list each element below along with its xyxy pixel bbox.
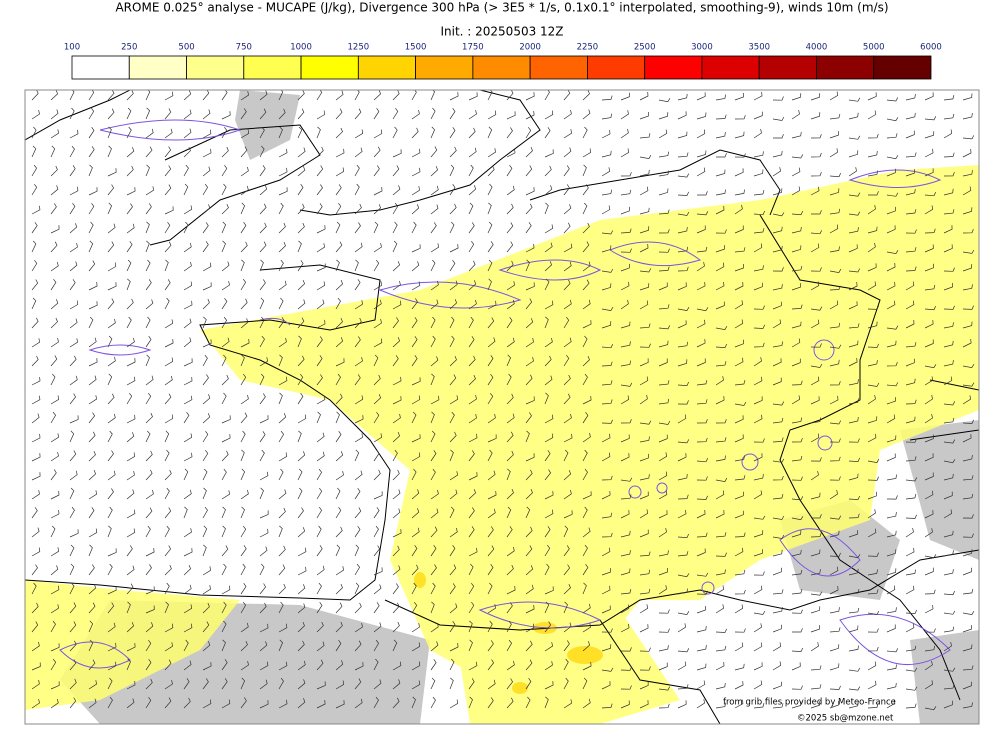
wind-barbs [31,90,975,711]
colorbar-tick-label: 1000 [290,43,312,53]
colorbar-tick-label: 1750 [462,43,484,53]
copyright: ©2025 sb@mzone.net [797,714,894,724]
colorbar-tick-label: 1500 [405,43,427,53]
colorbar-segment [357,55,417,80]
colorbar-segment [816,55,875,80]
colorbar-segment [128,55,187,80]
colorbar-tick-label: 3500 [748,43,770,53]
map-frame [24,89,980,725]
colorbar-segment [644,55,703,80]
colorbar: 100 250 500 750 1000 1250 1500 1750 2000 2250 2500… [64,43,942,80]
colorbar-tick-label: 4000 [806,43,828,53]
colorbar-tick-label: 100 [64,43,80,53]
colorbar-tick-label: 1250 [348,43,370,53]
colorbar-tick-label: 500 [178,43,194,53]
colorbar-segment [415,55,474,80]
colorbar-segment [529,55,588,80]
colorbar-tick-label: 5000 [863,43,885,53]
colorbar-tick-label: 2500 [634,43,656,53]
colorbar-tick-label: 2250 [577,43,599,53]
colorbar-tick-label: 6000 [920,43,942,53]
colorbar-segment [758,55,817,80]
title: AROME 0.025° analyse - MUCAPE (J/kg), Di… [115,1,888,15]
colorbar-segment [587,55,646,80]
cape-areas [25,165,979,724]
colorbar-tick-label: 750 [236,43,252,53]
colorbar-segment [186,55,245,80]
source-credit: from grib files provided by Meteo-France [723,698,896,708]
coastlines [25,90,979,724]
colorbar-tick-label: 2000 [519,43,541,53]
colorbar-tick-label: 250 [121,43,137,53]
colorbar-tick-label: 3000 [691,43,713,53]
cape-cores [414,572,603,694]
colorbar-segment [243,55,302,80]
colorbar-segment [472,55,531,80]
map [25,90,979,724]
init-time: Init. : 20250503 12Z [440,25,563,39]
colorbar-segment [71,55,130,80]
colorbar-segment [701,55,760,80]
colorbar-segment [300,55,359,80]
colorbar-segment [873,55,932,80]
